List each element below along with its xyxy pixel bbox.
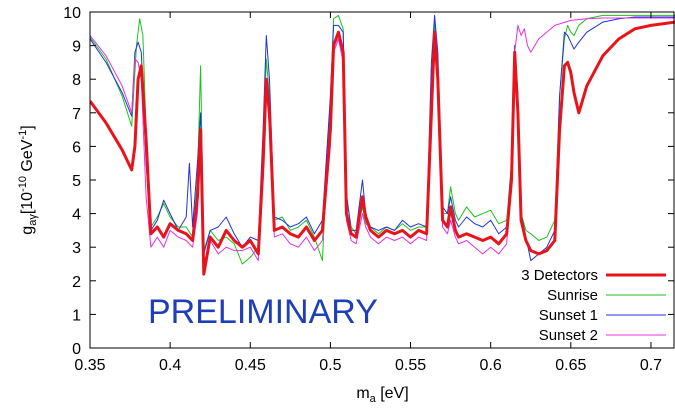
x-tick-label: 0.55 [395, 357, 426, 374]
legend-label: Sunset 2 [539, 327, 598, 344]
y-axis-title-exp1: -10 [17, 176, 29, 192]
x-tick-label: 0.7 [640, 357, 662, 374]
y-axis-title-main: g [19, 226, 36, 235]
x-tick-label: 0.65 [555, 357, 586, 374]
y-axis-title-close: ] [19, 125, 36, 129]
y-tick-label: 8 [72, 72, 81, 89]
series-line-sunrise [90, 14, 675, 265]
y-axis-title: gaγ[10-10 GeV-1] [17, 125, 39, 234]
plot-layer [90, 14, 675, 276]
x-axis-title-sub: a [370, 393, 377, 405]
y-tick-label: 0 [72, 341, 81, 358]
y-tick-label: 6 [72, 139, 81, 156]
series-line-sunset-1 [90, 14, 675, 262]
preliminary-annotation: PRELIMINARY [148, 293, 378, 331]
y-tick-label: 10 [63, 5, 81, 22]
x-axis-title: ma [eV] [356, 385, 408, 405]
legend-label: Sunset 1 [539, 307, 598, 324]
legend-label: 3 Detectors [521, 267, 598, 284]
legend-label: Sunrise [547, 287, 598, 304]
legend: 3 Detectors Sunrise Sunset 1 Sunset 2 [521, 267, 666, 344]
ticks-layer: 0.35 0.4 0.45 0.5 0.55 0.6 0.65 0.7 0 1 2 3 4 5 6 7 8 9 10 [63, 5, 674, 374]
y-tick-label: 3 [72, 240, 81, 257]
series-line-sunset-2 [90, 17, 675, 265]
y-tick-label: 1 [72, 307, 81, 324]
y-tick-label: 9 [72, 39, 81, 56]
y-tick-label: 4 [72, 207, 81, 224]
x-tick-label: 0.4 [159, 357, 181, 374]
y-axis-title-mid: GeV [19, 139, 36, 176]
y-tick-label: 2 [72, 274, 81, 291]
x-tick-label: 0.35 [74, 357, 105, 374]
y-axis-title-unit: [10 [19, 192, 36, 214]
series-line-3-detectors [90, 20, 675, 276]
x-axis-title-main: m [356, 385, 369, 402]
x-tick-label: 0.6 [480, 357, 502, 374]
y-tick-label: 7 [72, 106, 81, 123]
x-tick-label: 0.45 [235, 357, 266, 374]
x-tick-label: 0.5 [319, 357, 341, 374]
x-axis-title-unit: [eV] [376, 385, 409, 402]
y-tick-label: 5 [72, 173, 81, 190]
y-axis-title-exp2: -1 [17, 130, 29, 140]
y-axis-title-sub: aγ [27, 214, 39, 226]
